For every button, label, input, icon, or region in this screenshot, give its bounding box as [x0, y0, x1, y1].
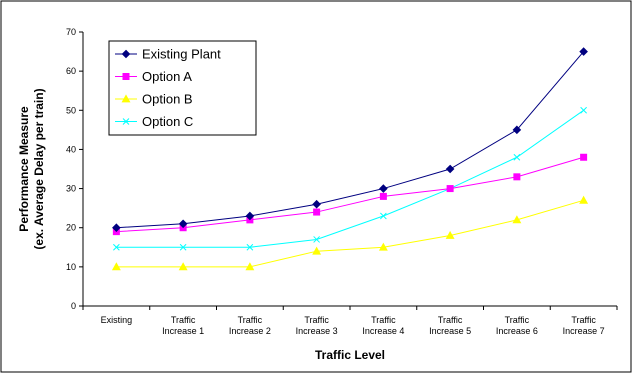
y-tick-label: 0 — [71, 301, 76, 311]
marker-stroke — [246, 243, 254, 251]
x-tick-label: Traffic Increase 7 — [563, 315, 605, 336]
series-line — [116, 156, 584, 233]
data-point — [313, 236, 320, 243]
marker-stroke — [580, 106, 587, 114]
data-point — [245, 211, 255, 221]
marker-stroke — [179, 243, 187, 251]
series-option-b — [111, 195, 589, 271]
data-point — [579, 47, 588, 56]
legend-swatch-marker — [122, 118, 130, 125]
legend-box — [108, 40, 257, 136]
y-tick-label: 30 — [66, 184, 76, 194]
data-point — [246, 243, 254, 251]
marker-stroke — [122, 118, 130, 125]
legend-label: Existing Plant — [142, 47, 221, 62]
x-tick-label: Traffic Increase 6 — [496, 315, 538, 336]
data-point — [113, 243, 120, 251]
data-point — [580, 106, 587, 114]
legend-entry-option-b: Option B — [115, 92, 193, 107]
x-tick-label: Traffic Increase 5 — [429, 315, 471, 336]
legend-swatch-marker — [121, 49, 131, 59]
x-tick-label: Traffic Increase 1 — [162, 315, 204, 336]
marker-stroke — [313, 236, 320, 243]
data-point — [445, 230, 455, 239]
data-point — [512, 125, 522, 135]
data-point — [112, 223, 121, 233]
legend: Existing Plant Option A Option B Option C — [108, 40, 257, 136]
series-line — [116, 109, 584, 248]
marker-stroke — [113, 243, 120, 251]
series-option-c — [113, 106, 587, 251]
data-point — [245, 262, 255, 271]
data-point — [379, 192, 387, 200]
series-line — [116, 51, 585, 229]
data-point — [378, 242, 388, 251]
x-tick-label: Traffic Increase 3 — [296, 315, 338, 336]
y-tick-label: 20 — [66, 223, 76, 233]
data-point — [513, 173, 521, 181]
legend-entry-existing-plant: Existing Plant — [115, 47, 221, 62]
legend-label: Option A — [142, 69, 192, 84]
legend-entry-option-c: Option C — [115, 114, 193, 129]
data-point — [178, 262, 188, 271]
data-point — [380, 212, 387, 220]
data-point — [178, 219, 188, 229]
data-point — [580, 153, 588, 161]
series-layer — [111, 47, 589, 271]
y-tick-label: 60 — [66, 66, 76, 76]
data-point — [512, 215, 522, 224]
y-tick-label: 50 — [66, 105, 76, 115]
marker-stroke — [513, 153, 521, 161]
legend-entry-option-a: Option A — [115, 69, 192, 84]
data-point — [446, 185, 454, 193]
data-point — [312, 199, 321, 209]
legend-label: Option B — [142, 92, 193, 107]
data-point — [313, 208, 321, 216]
x-tick-label: Traffic Increase 4 — [362, 315, 404, 336]
series-line — [116, 199, 584, 268]
legend-swatch-marker — [121, 94, 131, 103]
marker-stroke — [380, 212, 387, 220]
legend-label: Option C — [142, 114, 193, 129]
data-point — [111, 262, 121, 271]
series-existing-plant — [112, 47, 588, 233]
y-tick-label: 70 — [66, 27, 76, 37]
x-axis-title: Traffic Level — [315, 348, 385, 362]
data-point — [579, 195, 589, 204]
y-axis-title: Performance Measure(ex. Average Delay pe… — [17, 88, 46, 249]
data-point — [445, 164, 455, 174]
x-tick-label: Traffic Increase 2 — [229, 315, 271, 336]
legend-swatch-marker — [122, 73, 130, 80]
y-tick-label: 10 — [66, 262, 76, 272]
data-point — [179, 243, 187, 251]
x-tick-label: Existing — [101, 315, 133, 325]
data-point — [312, 246, 322, 255]
data-point — [513, 153, 521, 161]
y-tick-label: 40 — [66, 144, 76, 154]
axes: 0 10 20 30 40 50 60 70 Existing Traffic Increase 1… — [66, 27, 618, 336]
data-point — [379, 184, 388, 193]
